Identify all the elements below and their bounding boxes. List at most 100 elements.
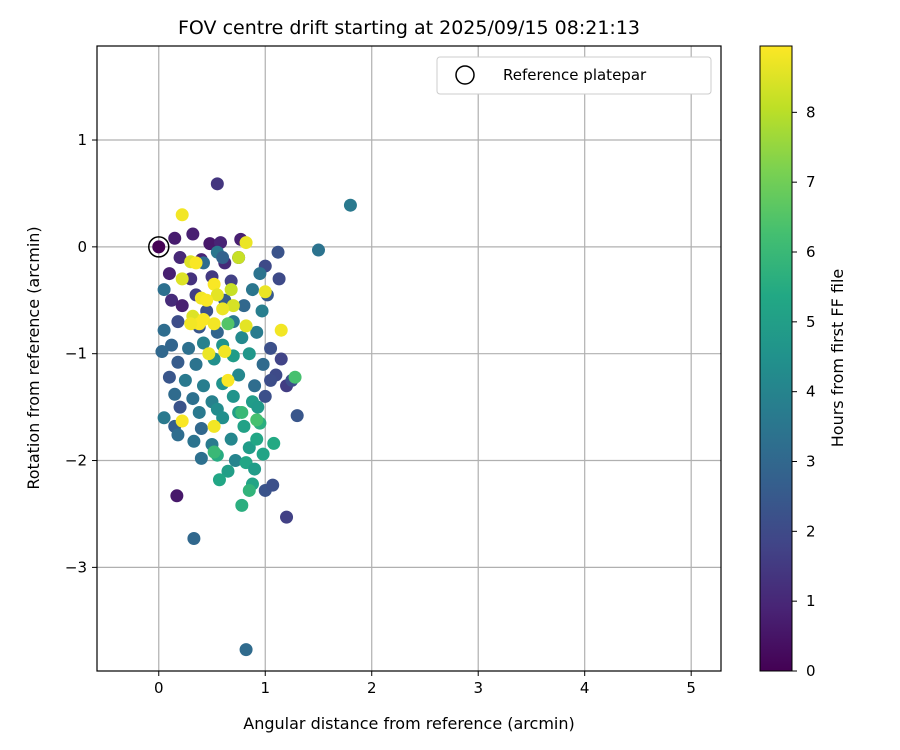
data-point bbox=[175, 414, 189, 428]
colorbar-tick-label: 2 bbox=[806, 522, 816, 540]
data-point bbox=[186, 227, 200, 241]
data-point bbox=[189, 256, 203, 270]
data-point bbox=[272, 272, 286, 286]
data-point bbox=[242, 441, 256, 455]
y-tick-label: 0 bbox=[77, 238, 87, 256]
data-point bbox=[192, 405, 206, 419]
data-point bbox=[258, 389, 272, 403]
data-point bbox=[178, 373, 192, 387]
data-point bbox=[228, 454, 242, 468]
data-point bbox=[267, 436, 281, 450]
data-point bbox=[155, 345, 169, 359]
colorbar-tick-label: 6 bbox=[806, 243, 816, 261]
data-point bbox=[207, 445, 221, 459]
data-point bbox=[235, 498, 249, 512]
data-point bbox=[175, 299, 189, 313]
reference-platepar-point bbox=[148, 236, 170, 258]
y-tick-label: −2 bbox=[65, 452, 87, 470]
data-point bbox=[224, 283, 238, 297]
colorbar-tick-label: 8 bbox=[806, 103, 816, 121]
data-point bbox=[226, 389, 240, 403]
data-point bbox=[280, 510, 294, 524]
data-point bbox=[221, 373, 235, 387]
y-tick-label: 1 bbox=[77, 131, 87, 149]
data-point bbox=[239, 236, 253, 250]
colorbar-tick-label: 4 bbox=[806, 383, 816, 401]
data-point bbox=[168, 231, 182, 245]
data-point bbox=[251, 400, 265, 414]
data-point bbox=[207, 277, 221, 291]
data-point bbox=[200, 293, 214, 307]
data-point bbox=[165, 338, 179, 352]
data-point bbox=[235, 331, 249, 345]
data-point bbox=[157, 283, 171, 297]
data-point bbox=[152, 240, 166, 254]
data-point bbox=[226, 299, 240, 313]
data-point bbox=[242, 483, 256, 497]
data-point bbox=[271, 245, 285, 259]
data-point bbox=[187, 532, 201, 546]
data-point bbox=[216, 411, 230, 425]
x-tick-label: 4 bbox=[580, 679, 590, 697]
colorbar-ticks: 0 1 2 3 4 5 6 7 8 bbox=[792, 103, 816, 680]
colorbar-gradient bbox=[759, 45, 793, 672]
grid-lines bbox=[97, 46, 721, 671]
colorbar-tick-label: 5 bbox=[806, 313, 816, 331]
data-point bbox=[232, 251, 246, 265]
data-point bbox=[194, 451, 208, 465]
data-point bbox=[274, 323, 288, 337]
data-point bbox=[237, 299, 251, 313]
chart-title: FOV centre drift starting at 2025/09/15 … bbox=[178, 17, 640, 39]
x-tick-label: 0 bbox=[154, 679, 164, 697]
data-point bbox=[207, 419, 221, 433]
data-point bbox=[264, 373, 278, 387]
data-point bbox=[171, 355, 185, 369]
data-point bbox=[182, 341, 196, 355]
data-point bbox=[171, 315, 185, 329]
data-point bbox=[170, 489, 184, 503]
data-point bbox=[258, 285, 272, 299]
data-point bbox=[245, 283, 259, 297]
data-point bbox=[248, 379, 262, 393]
data-point bbox=[239, 319, 253, 333]
data-point bbox=[157, 323, 171, 337]
data-point bbox=[288, 370, 302, 384]
legend-label: Reference platepar bbox=[503, 66, 647, 84]
data-point bbox=[210, 288, 224, 302]
data-point bbox=[175, 208, 189, 222]
y-tick-label: −1 bbox=[65, 345, 87, 363]
colorbar-tick-label: 0 bbox=[806, 662, 816, 680]
data-point bbox=[171, 428, 185, 442]
colorbar-tick-label: 7 bbox=[806, 173, 816, 191]
data-point bbox=[311, 243, 325, 257]
data-point bbox=[256, 357, 270, 371]
data-point bbox=[175, 272, 189, 286]
data-point bbox=[250, 413, 264, 427]
data-point bbox=[256, 447, 270, 461]
data-point bbox=[248, 462, 262, 476]
data-point bbox=[232, 368, 246, 382]
legend: Reference platepar bbox=[436, 56, 712, 95]
data-point bbox=[194, 421, 208, 435]
colorbar: 0 1 2 3 4 5 6 7 8 Hours from first FF file bbox=[759, 45, 847, 680]
data-point bbox=[196, 379, 210, 393]
data-point bbox=[187, 434, 201, 448]
data-point bbox=[237, 419, 251, 433]
colorbar-tick-label: 1 bbox=[806, 592, 816, 610]
data-point bbox=[221, 317, 235, 331]
data-point bbox=[224, 432, 238, 446]
legend-marker-reference-icon bbox=[455, 65, 475, 85]
plot-frame bbox=[96, 45, 722, 672]
data-point bbox=[162, 267, 176, 281]
x-axis-ticks: 0 1 2 3 4 5 bbox=[154, 671, 696, 697]
data-point bbox=[216, 302, 230, 316]
data-point bbox=[250, 325, 264, 339]
data-point bbox=[196, 336, 210, 350]
data-point bbox=[255, 304, 269, 318]
data-point bbox=[250, 432, 264, 446]
data-point bbox=[186, 392, 200, 406]
data-point bbox=[203, 237, 217, 251]
legend-box bbox=[436, 56, 712, 95]
data-point bbox=[242, 347, 256, 361]
